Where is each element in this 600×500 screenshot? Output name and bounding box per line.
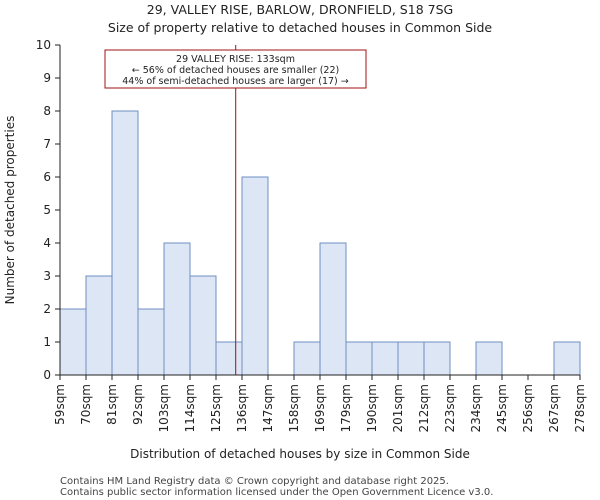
y-tick-label: 5 — [43, 203, 51, 217]
bar — [137, 308, 165, 376]
x-tick-label: 201sqm — [391, 384, 405, 432]
bar — [423, 341, 451, 376]
x-tick-label: 136sqm — [235, 384, 249, 432]
bar — [163, 242, 191, 376]
annotation-line-1: 29 VALLEY RISE: 133sqm — [176, 54, 295, 65]
x-axis-label: Distribution of detached houses by size … — [130, 447, 470, 461]
y-tick-label: 3 — [43, 269, 51, 283]
bar — [475, 341, 503, 376]
bar — [293, 341, 321, 376]
x-tick-label: 278sqm — [573, 384, 587, 432]
chart-subtitle: Size of property relative to detached ho… — [108, 20, 493, 35]
x-tick-label: 245sqm — [495, 384, 509, 432]
footer-line-1: Contains HM Land Registry data © Crown c… — [60, 476, 449, 487]
bar — [111, 110, 139, 376]
bar — [85, 275, 113, 376]
y-tick-label: 4 — [43, 236, 51, 250]
annotation-line-3: 44% of semi-detached houses are larger (… — [122, 76, 349, 87]
x-tick-label: 223sqm — [443, 384, 457, 432]
x-tick-label: 103sqm — [157, 384, 171, 432]
chart-title: 29, VALLEY RISE, BARLOW, DRONFIELD, S18 … — [147, 2, 453, 17]
x-tick-label: 179sqm — [339, 384, 353, 432]
footer-line-2: Contains public sector information licen… — [60, 487, 493, 498]
x-tick-label: 158sqm — [287, 384, 301, 432]
y-tick-label: 6 — [43, 170, 51, 184]
x-tick-label: 212sqm — [417, 384, 431, 432]
bar — [345, 341, 373, 376]
bar — [319, 242, 347, 376]
y-tick-label: 1 — [43, 335, 51, 349]
x-tick-label: 125sqm — [209, 384, 223, 432]
y-axis-label: Number of detached properties — [3, 116, 17, 305]
y-tick-label: 0 — [43, 368, 51, 382]
x-tick-label: 234sqm — [469, 384, 483, 432]
annotation-line-2: ← 56% of detached houses are smaller (22… — [132, 65, 339, 76]
y-tick-label: 9 — [43, 71, 51, 85]
y-tick-label: 8 — [43, 104, 51, 118]
y-tick-label: 10 — [36, 38, 51, 52]
x-tick-label: 190sqm — [365, 384, 379, 432]
bar — [189, 275, 217, 376]
x-tick-label: 169sqm — [313, 384, 327, 432]
y-tick-label: 2 — [43, 302, 51, 316]
x-tick-label: 81sqm — [105, 384, 119, 425]
bar — [215, 341, 243, 376]
bar — [371, 341, 399, 376]
bar — [59, 308, 87, 376]
bar — [553, 341, 581, 376]
plot-area: 0 1 2 3 4 5 6 7 8 9 10 59sqm 70sqm 81sqm 92sqm 103sqm 11… — [36, 38, 587, 432]
x-tick-label: 267sqm — [547, 384, 561, 432]
bar — [241, 176, 269, 376]
annotation-box — [104, 49, 367, 89]
y-tick-label: 7 — [43, 137, 51, 151]
x-tick-label: 59sqm — [53, 384, 67, 425]
x-tick-label: 70sqm — [79, 384, 93, 425]
x-tick-label: 256sqm — [521, 384, 535, 432]
bar — [397, 341, 425, 376]
x-tick-label: 147sqm — [261, 384, 275, 432]
x-tick-label: 114sqm — [183, 384, 197, 432]
x-tick-label: 92sqm — [131, 384, 145, 425]
